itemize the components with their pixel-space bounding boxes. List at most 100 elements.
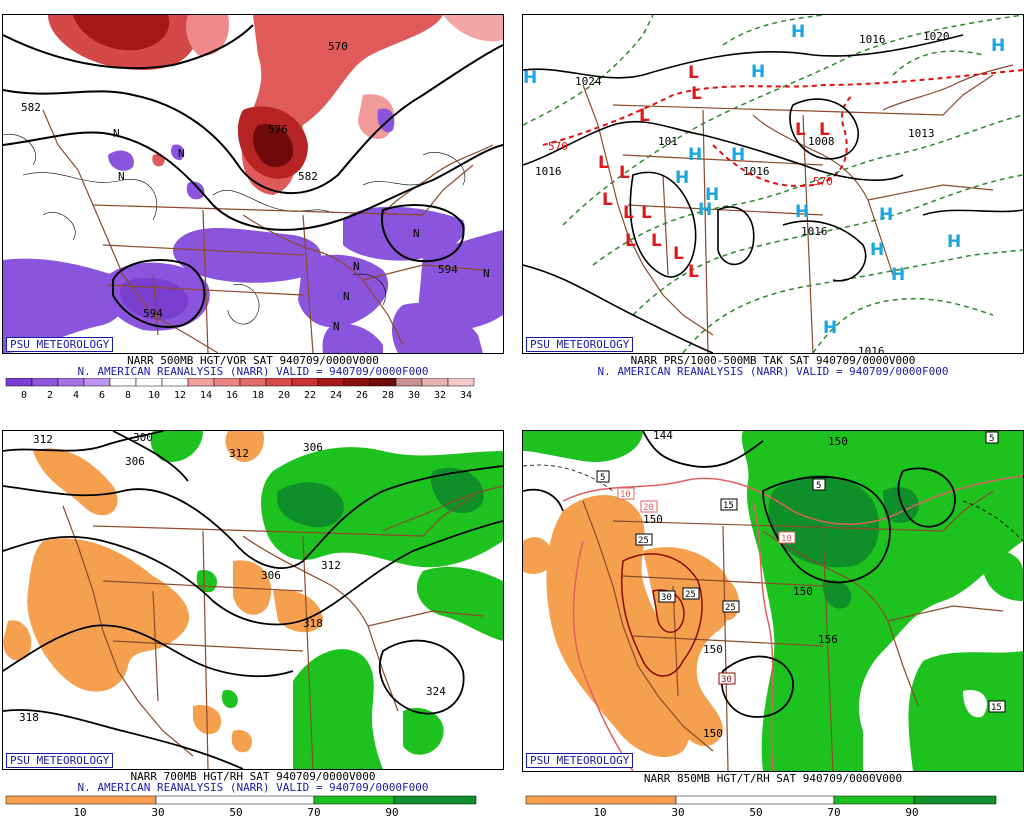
panel-title: NARR 850MB HGT/T/RH SAT 940709/0000V000 [643,772,903,785]
label-570: 570 [328,40,348,53]
map-slp-thickness: 1024 1016 1016 1016 1016 1016 1008 1013 … [522,14,1024,354]
colorbar-tick-label: 0 [21,390,27,400]
colorbar-tick-label: 14 [200,390,212,400]
colorbar-swatch [313,795,395,805]
label-582-west: 582 [21,101,41,114]
svg-text:H: H [870,240,884,260]
colorbar-tick-label: 32 [434,390,446,400]
colorbar-swatch [421,378,449,387]
colorbar-swatch [57,378,85,387]
rh-colorbar: 10 30 50 70 90 [525,795,997,818]
svg-text:10: 10 [620,490,631,500]
colorbar-tick-label: 16 [226,390,238,400]
panel-valid-line: N. AMERICAN REANALYSIS (NARR) VALID = 94… [597,365,949,378]
temperature-label-boxes: 5 5 5 10 10 15 15 20 25 25 25 [596,431,1006,713]
label-306-north: 306 [125,455,145,468]
svg-text:L: L [795,120,806,140]
vorticity-colorbar: 0 2 4 6 8 10 12 14 16 18 20 22 24 26 28 30 32 34 [5,378,475,400]
colorbar-swatch [343,378,371,387]
colorbar-tick-label: 28 [382,390,394,400]
colorbar-swatch [675,795,835,805]
colorbar-swatch [395,378,423,387]
thickness-contours [523,15,1023,353]
colorbar-tick-label: 2 [47,390,53,400]
temperature-contours [562,475,1023,771]
colorbar-swatch [265,378,293,387]
svg-text:25: 25 [685,590,696,600]
label-150-mexico: 150 [703,727,723,740]
colorbar-swatch [913,795,997,805]
colorbar-tick-label: 20 [278,390,290,400]
psu-meteorology-badge: PSU METEOROLOGY [526,337,634,352]
svg-text:30: 30 [721,675,732,685]
panel-500mb-vorticity: 582 570 576 582 594 594 N N N N N N N N … [2,14,504,400]
label-594-west: 594 [143,307,163,320]
svg-text:N: N [118,170,125,183]
panel-850mb-temperature: 144 150 150 150 150 150 156 5 5 5 10 10 … [522,430,1024,818]
label-150-north: 150 [828,435,848,448]
rh-colorbar: 10 30 50 70 90 [5,795,477,818]
low-pressure-markers: L L L L L L L L L L L L L L [598,63,830,282]
label-150-south: 150 [703,643,723,656]
label-312-lakes: 312 [321,559,341,572]
svg-text:5: 5 [600,473,605,483]
colorbar-swatch [135,378,163,387]
colorbar-tick-label: 70 [307,806,320,818]
panel-title: NARR PRS/1000-500MB TAK SAT 940709/0000V… [630,354,916,367]
label-312-north: 312 [229,447,249,460]
vorticity-contours [3,133,466,325]
label-1016-north: 1016 [859,33,886,46]
label-144: 144 [653,431,673,442]
map-850mb: 144 150 150 150 150 150 156 5 5 5 10 10 … [522,430,1024,772]
label-570-east: 570 [813,175,833,188]
colorbar-swatch [161,378,189,387]
svg-text:N: N [333,320,340,333]
label-1012: 101 [658,135,678,148]
svg-text:30: 30 [661,593,672,603]
svg-text:L: L [819,120,830,140]
map-geography [582,64,1014,353]
panel-title: NARR 500MB HGT/VOR SAT 940709/0000V000 [127,354,379,367]
panel-700mb-relative-humidity: 312 300 306 312 306 306 312 318 324 318 … [2,430,504,818]
colorbar-swatch [5,378,33,387]
saturated-air-fill [277,467,484,528]
svg-text:L: L [625,231,636,251]
colorbar-swatch [393,795,477,805]
colorbar-tick-label: 70 [827,806,840,818]
svg-text:L: L [619,163,630,183]
panel-sea-level-pressure: 1024 1016 1016 1016 1016 1016 1008 1013 … [522,14,1024,400]
svg-text:L: L [598,153,609,173]
height-contours [523,431,956,718]
svg-text:L: L [639,106,650,126]
height-contours [3,24,503,328]
svg-text:H: H [675,168,689,188]
psu-meteorology-badge: PSU METEOROLOGY [6,337,114,352]
colorbar-swatch [525,795,677,805]
panel-title: NARR 700MB HGT/RH SAT 940709/0000V000 [130,770,376,783]
map-geography [42,109,494,353]
map-700mb: 312 300 306 312 306 306 312 318 324 318 … [2,430,504,770]
psu-meteorology-badge: PSU METEOROLOGY [526,753,634,768]
thickness-570-contour [542,69,1023,187]
colorbar-swatch [833,795,915,805]
dry-air-fill [3,431,323,753]
svg-text:25: 25 [725,603,736,613]
colorbar-tick-label: 90 [905,806,918,818]
dry-air-fill [523,494,739,758]
label-1016-central: 1016 [743,165,770,178]
label-1013: 1013 [908,127,935,140]
svg-text:10: 10 [781,534,792,544]
svg-text:L: L [623,203,634,223]
label-1024: 1024 [575,75,602,88]
colorbar-tick-label: 30 [671,806,684,818]
svg-text:H: H [791,22,805,42]
svg-text:H: H [523,68,537,88]
svg-text:N: N [353,260,360,273]
svg-text:L: L [688,262,699,282]
svg-text:L: L [602,190,613,210]
svg-text:N: N [413,227,420,240]
svg-text:H: H [991,36,1005,56]
svg-text:H: H [879,205,893,225]
label-318-central: 318 [303,617,323,630]
label-306-lakes: 306 [261,569,281,582]
